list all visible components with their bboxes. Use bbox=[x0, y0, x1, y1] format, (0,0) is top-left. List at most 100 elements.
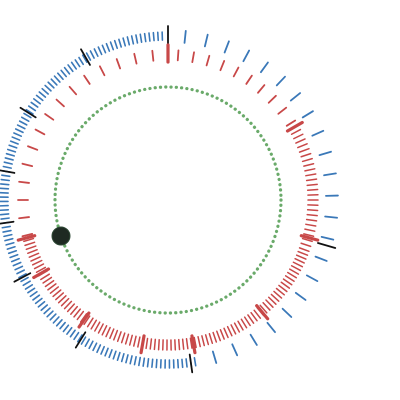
blue-tick bbox=[9, 140, 19, 145]
red-tick bbox=[265, 299, 274, 308]
red-tick bbox=[306, 188, 319, 191]
blue-tick bbox=[266, 321, 276, 334]
blue-tick bbox=[211, 350, 218, 364]
red-tick bbox=[295, 138, 306, 144]
red-tick bbox=[290, 264, 302, 272]
red-tick bbox=[28, 252, 40, 258]
blue-tick bbox=[1, 225, 11, 229]
blue-tick bbox=[0, 213, 10, 216]
blue-tick bbox=[133, 355, 137, 366]
red-marker bbox=[139, 334, 146, 355]
red-tick bbox=[185, 338, 189, 350]
red-tick bbox=[157, 338, 160, 351]
blue-tick bbox=[69, 329, 76, 338]
red-tick bbox=[99, 65, 106, 77]
red-tick bbox=[298, 147, 310, 153]
red-tick bbox=[83, 74, 91, 85]
blue-tick bbox=[183, 30, 187, 44]
red-tick bbox=[233, 322, 241, 333]
blue-tick bbox=[96, 344, 102, 354]
blue-tick bbox=[231, 343, 239, 357]
red-tick bbox=[301, 237, 313, 243]
red-tick bbox=[70, 305, 79, 315]
blue-tick bbox=[104, 347, 109, 357]
blue-tick bbox=[324, 215, 338, 219]
blue-tick bbox=[101, 44, 107, 54]
blue-tick bbox=[78, 56, 85, 66]
blue-tick bbox=[294, 291, 307, 301]
blue-tick bbox=[81, 54, 88, 63]
red-tick bbox=[201, 335, 206, 347]
blue-tick bbox=[84, 338, 91, 348]
red-tick bbox=[115, 58, 122, 70]
blue-tick bbox=[50, 78, 58, 86]
black-tick bbox=[0, 220, 15, 225]
red-tick bbox=[44, 279, 55, 288]
blue-tick bbox=[33, 98, 42, 105]
red-tick bbox=[297, 143, 308, 149]
red-tick bbox=[284, 275, 295, 283]
blue-tick bbox=[63, 66, 71, 75]
red-tick bbox=[303, 162, 315, 167]
blue-tick bbox=[0, 187, 10, 190]
red-tick bbox=[113, 329, 119, 341]
blue-tick bbox=[44, 84, 52, 92]
red-marker bbox=[255, 304, 270, 321]
blue-tick bbox=[55, 319, 63, 327]
blue-tick bbox=[14, 265, 24, 271]
red-tick bbox=[55, 98, 65, 108]
red-tick bbox=[253, 309, 262, 319]
blue-tick bbox=[142, 357, 146, 367]
blue-tick bbox=[289, 92, 302, 102]
red-tick bbox=[223, 327, 229, 339]
black-tick bbox=[317, 242, 337, 249]
blue-tick bbox=[97, 46, 103, 56]
blue-tick bbox=[135, 34, 139, 44]
red-tick bbox=[145, 337, 149, 350]
red-tick bbox=[57, 295, 67, 304]
blue-tick bbox=[113, 39, 119, 50]
red-marker bbox=[285, 120, 304, 133]
red-tick bbox=[295, 254, 307, 260]
blue-tick bbox=[151, 358, 154, 369]
blue-tick bbox=[88, 340, 94, 350]
blue-tick bbox=[320, 235, 335, 241]
red-tick bbox=[294, 257, 305, 264]
red-tick bbox=[105, 326, 111, 338]
inner-dotted-ring bbox=[53, 85, 283, 315]
blue-tick bbox=[93, 48, 99, 57]
blue-tick bbox=[120, 353, 125, 363]
red-tick bbox=[216, 330, 222, 342]
blue-tick bbox=[62, 324, 70, 333]
red-tick bbox=[205, 54, 211, 67]
red-tick bbox=[197, 335, 201, 348]
blue-tick bbox=[8, 144, 18, 149]
red-tick bbox=[208, 332, 214, 345]
blue-tick bbox=[76, 334, 83, 343]
blue-tick bbox=[1, 174, 11, 178]
blue-tick bbox=[100, 345, 106, 355]
blue-tick bbox=[109, 41, 115, 51]
blue-tick bbox=[323, 172, 337, 177]
blue-tick bbox=[0, 217, 10, 220]
blue-tick bbox=[12, 261, 22, 267]
red-tick bbox=[18, 216, 30, 220]
red-tick bbox=[267, 296, 277, 305]
red-tick bbox=[306, 183, 318, 187]
red-tick bbox=[250, 311, 258, 322]
red-tick bbox=[109, 328, 115, 340]
blue-tick bbox=[148, 32, 151, 42]
blue-tick bbox=[301, 110, 314, 119]
blue-tick bbox=[80, 336, 87, 345]
red-tick bbox=[30, 256, 41, 262]
red-tick bbox=[293, 133, 304, 140]
blue-tick bbox=[3, 233, 13, 238]
blue-tick bbox=[13, 132, 23, 138]
red-tick bbox=[128, 334, 133, 346]
red-tick bbox=[304, 228, 316, 232]
red-tick bbox=[189, 337, 193, 349]
red-tick bbox=[132, 335, 137, 347]
blue-tick bbox=[43, 307, 51, 315]
blue-tick bbox=[16, 124, 26, 130]
